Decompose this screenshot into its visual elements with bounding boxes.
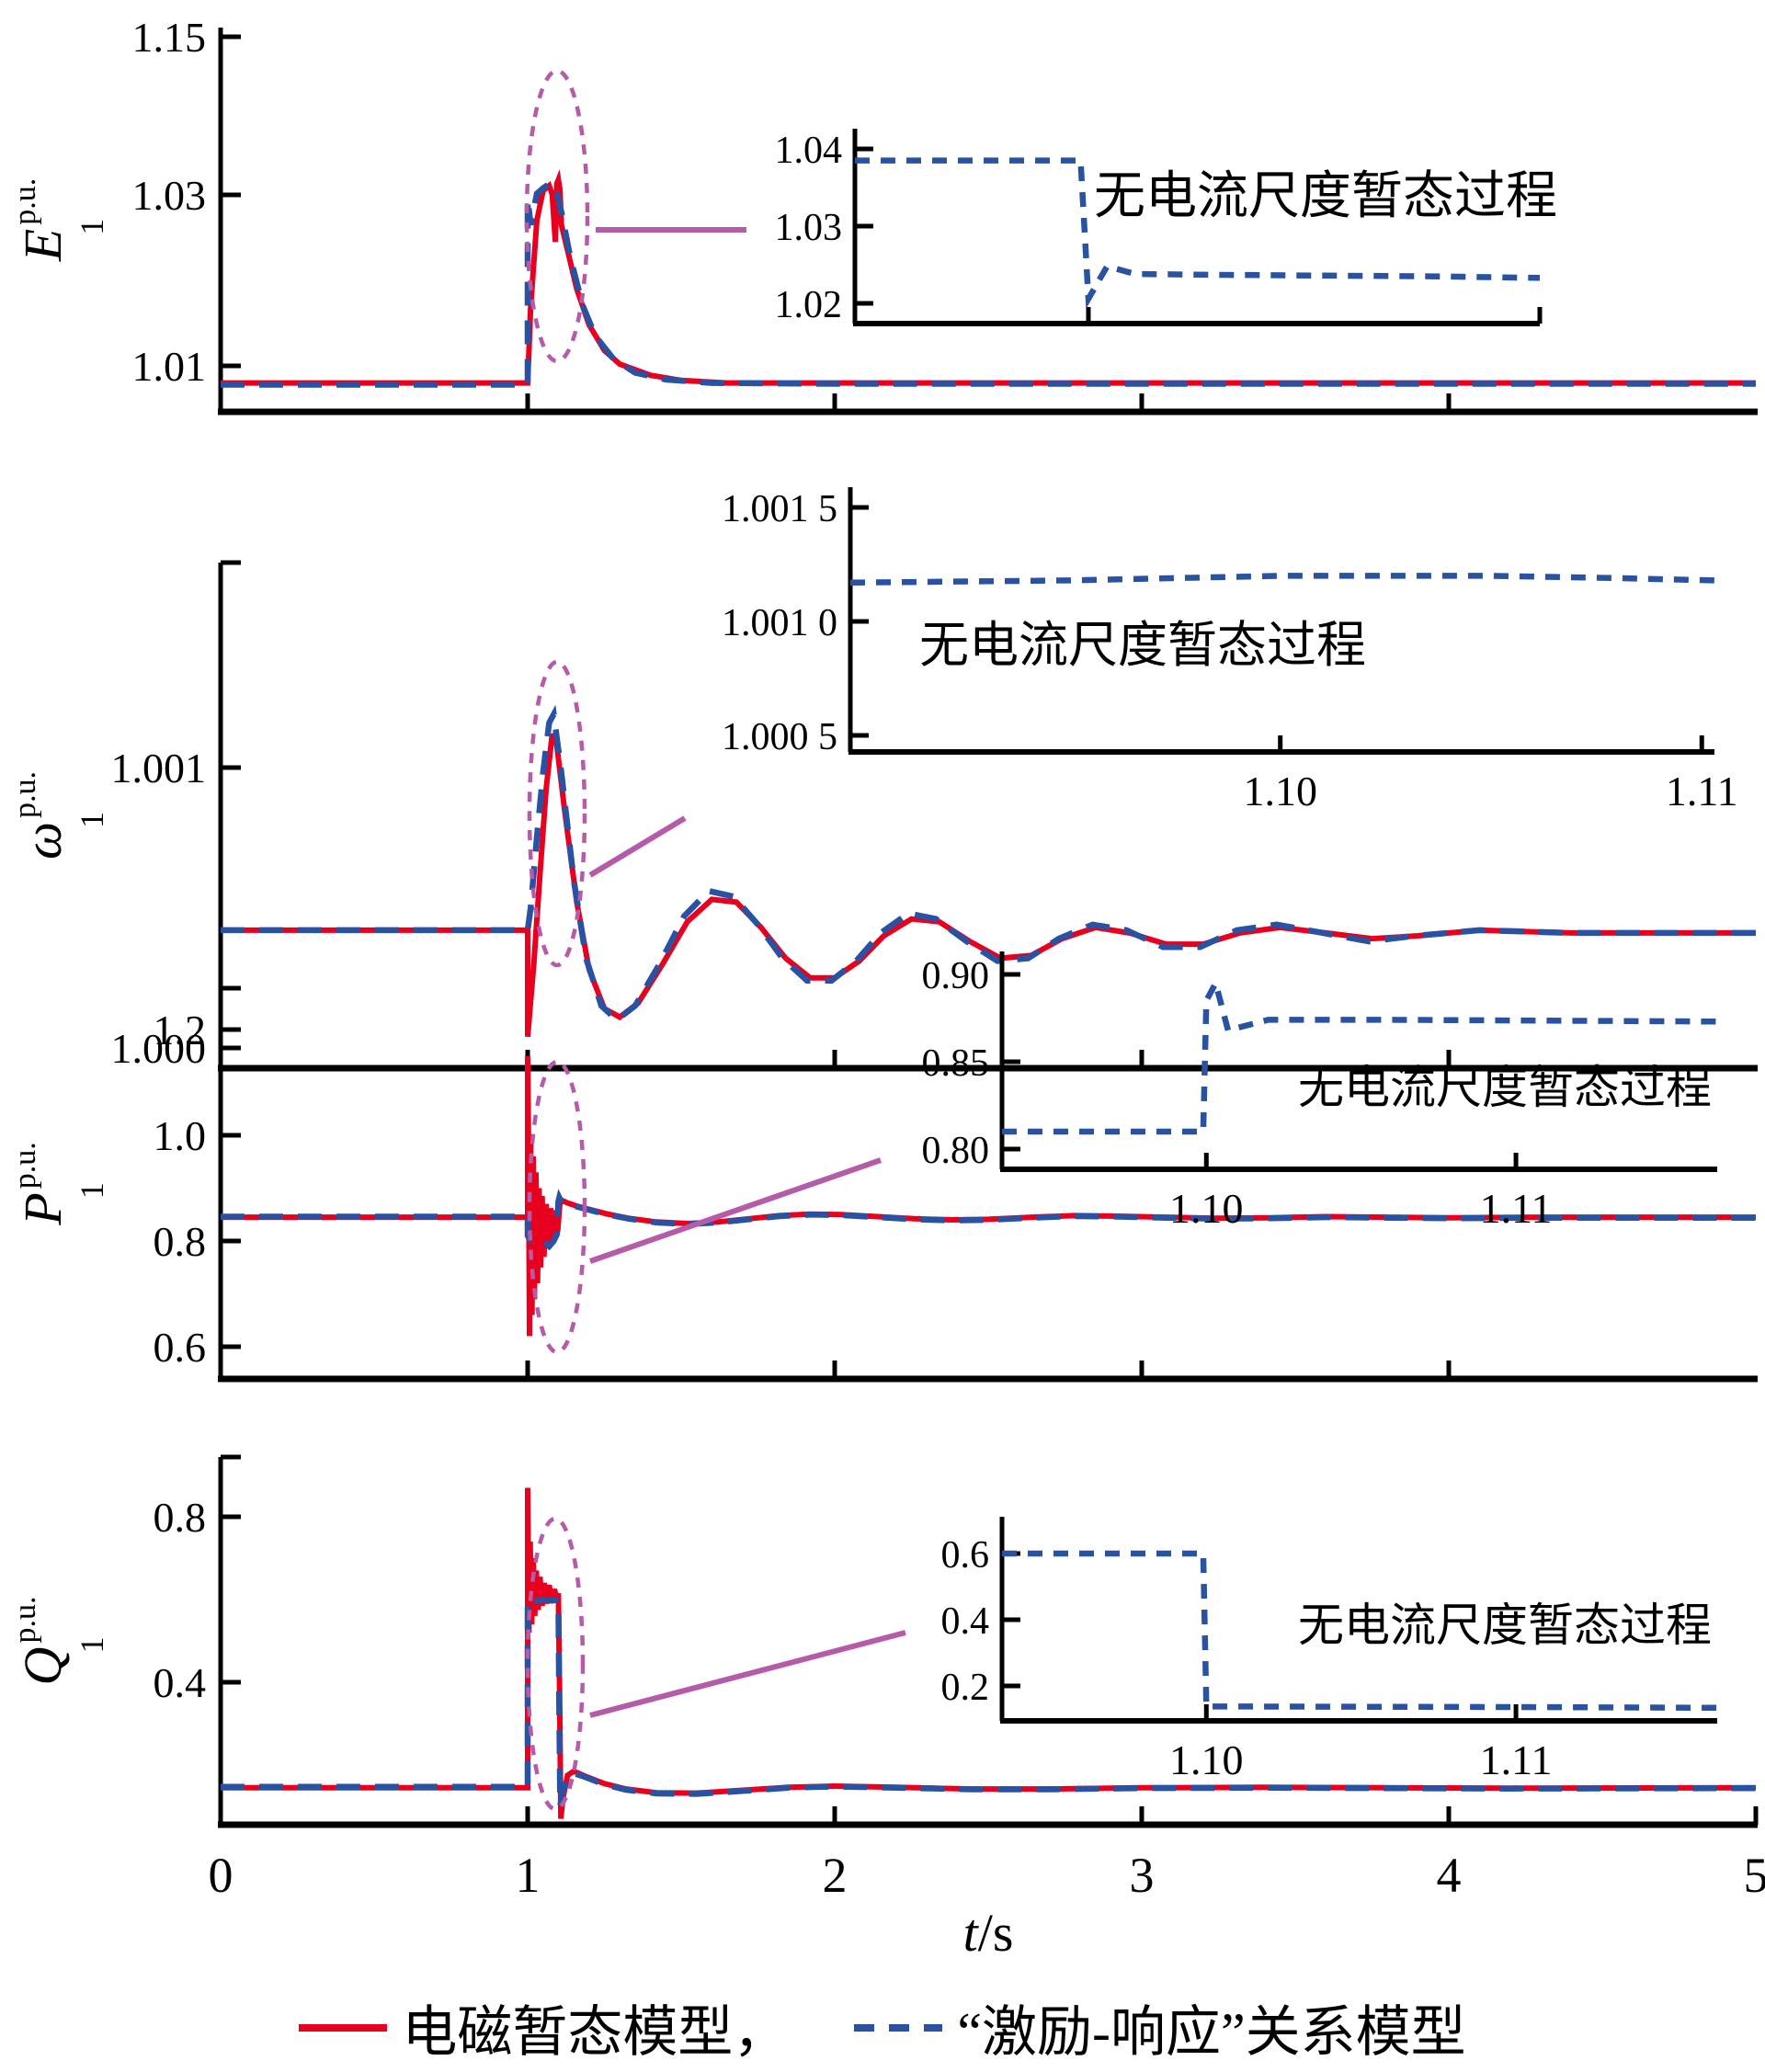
inset-Q1: 0.6 0.4 0.2 1.10 1.11 无电流尺度暂态过程 xyxy=(941,1517,1718,1783)
inset-y-tick-label: 0.6 xyxy=(941,1534,990,1577)
legend-solid-line-sample xyxy=(299,2023,388,2032)
inset-x-tick-label: 1.10 xyxy=(1243,768,1317,814)
x-tick-label: 4 xyxy=(1437,1848,1462,1903)
inset-y-tick-label: 0.4 xyxy=(941,1600,990,1643)
y-tick-label: 1.2 xyxy=(154,1007,207,1053)
zoom-ellipse xyxy=(527,1059,587,1355)
x-axis-title-var: t xyxy=(963,1903,980,1963)
legend-label-emt: 电磁暂态模型， xyxy=(402,2002,789,2063)
inset-annotation: 无电流尺度暂态过程 xyxy=(1298,1062,1712,1113)
y-tick-label: 1.03 xyxy=(132,172,207,219)
inset-y-tick-label: 0.2 xyxy=(941,1667,990,1709)
inset-annotation: 无电流尺度暂态过程 xyxy=(1298,1600,1712,1651)
y-tick-label: 0.8 xyxy=(154,1218,207,1265)
inset-E1: 1.04 1.03 1.02 无电流尺度暂态过程 xyxy=(775,129,1557,326)
panel-P1: 1.2 1.0 0.8 0.6 0.90 0.85 0.80 1.10 1.11 无电流尺度暂态过… xyxy=(8,951,1758,1383)
inset-dashed-curve xyxy=(1002,974,1718,1135)
x-tick-label: 5 xyxy=(1744,1848,1765,1903)
inset-y-tick-label: 1.02 xyxy=(775,284,843,326)
y-tick-label: 0.8 xyxy=(154,1494,207,1541)
series-blue-line xyxy=(221,704,1756,1024)
panels-group: 1.151.031.011.041.031.02无电流尺度暂态过程Ep.u.11… xyxy=(8,14,1759,1828)
inset-y-tick-label: 1.03 xyxy=(775,207,843,249)
inset-x-tick-label: 1.10 xyxy=(1169,1185,1244,1232)
x-axis-title: t/s xyxy=(963,1903,1014,1963)
y-axis-title: ωp.u.1 xyxy=(8,771,110,860)
series-red-line xyxy=(221,169,1756,386)
callout-line xyxy=(588,815,687,878)
bottom-axis-labels: 0 1 2 3 4 5 xyxy=(209,1848,1765,1903)
series-blue-line xyxy=(221,1189,1756,1251)
panel-Q1: 0.8 0.4 0.6 0.4 0.2 1.10 1.11 无电流尺度暂态过程 Qp.u.1 xyxy=(8,1454,1759,1828)
y-axis-title: Ep.u.1 xyxy=(8,178,110,262)
y-tick-label: 1.0 xyxy=(154,1112,207,1159)
inset-annotation: 无电流尺度暂态过程 xyxy=(919,618,1366,673)
inset-y-tick-label: 0.90 xyxy=(922,955,990,997)
x-tick-label: 3 xyxy=(1130,1848,1155,1903)
y-tick-label: 0.4 xyxy=(154,1659,207,1706)
inset-y-tick-label: 1.000 5 xyxy=(722,716,837,758)
panel-E1: 1.15 1.03 1.01 1.04 1.03 1.02 无电流尺度暂态过程 Ep.u.1 xyxy=(8,14,1758,416)
x-tick-label: 0 xyxy=(209,1848,233,1903)
x-tick-label: 2 xyxy=(823,1848,848,1903)
inset-y-tick-label: 1.001 5 xyxy=(722,488,837,530)
zoom-ellipse xyxy=(525,1516,586,1812)
inset-annotation: 无电流尺度暂态过程 xyxy=(1094,168,1557,225)
legend: 电磁暂态模型， “激励-响应”关系模型 xyxy=(0,1987,1765,2067)
callout-line xyxy=(589,1630,906,1718)
zoom-ellipse xyxy=(527,659,587,968)
y-tick-label: 1.15 xyxy=(132,14,207,61)
x-axis-title-unit: /s xyxy=(978,1903,1014,1963)
y-tick-label: 1.001 xyxy=(111,745,207,791)
inset-y-tick-label: 0.80 xyxy=(922,1130,990,1172)
y-axis-title: Qp.u.1 xyxy=(8,1597,110,1686)
series-blue-line xyxy=(221,180,1756,388)
inset-y-tick-label: 1.04 xyxy=(775,130,843,172)
inset-omega1: 1.001 5 1.001 0 1.000 5 1.10 1.11 无电流尺度暂态过程 xyxy=(722,487,1738,814)
y-tick-label: 1.01 xyxy=(132,343,207,390)
x-tick-label: 1 xyxy=(516,1848,541,1903)
y-axis-title: Pp.u.1 xyxy=(8,1142,110,1225)
legend-label-excitation-response: “激励-响应”关系模型 xyxy=(957,2002,1466,2063)
inset-dashed-curve xyxy=(855,157,1541,310)
panel-omega1: 1.001 1.000 1.001 5 1.001 0 1.000 5 1.10 1.11 无… xyxy=(8,487,1758,1072)
series-blue-line xyxy=(221,1595,1757,1807)
callout-line xyxy=(589,1157,882,1264)
inset-x-tick-label: 1.11 xyxy=(1480,1736,1553,1783)
inset-x-tick-label: 1.10 xyxy=(1169,1736,1244,1783)
y-tick-label: 1.000 xyxy=(111,1025,207,1072)
inset-P1: 0.90 0.85 0.80 1.10 1.11 无电流尺度暂态过程 xyxy=(922,951,1718,1232)
inset-dashed-curve xyxy=(849,573,1715,586)
y-tick-label: 0.6 xyxy=(154,1324,207,1371)
inset-y-tick-label: 0.85 xyxy=(922,1042,990,1085)
zoom-ellipse xyxy=(524,68,590,364)
inset-y-tick-label: 1.001 0 xyxy=(722,602,837,644)
inset-x-tick-label: 1.11 xyxy=(1666,768,1738,814)
inset-x-tick-label: 1.11 xyxy=(1480,1185,1553,1232)
inset-dashed-curve xyxy=(1002,1550,1718,1712)
legend-dashed-line-sample xyxy=(854,2023,943,2032)
